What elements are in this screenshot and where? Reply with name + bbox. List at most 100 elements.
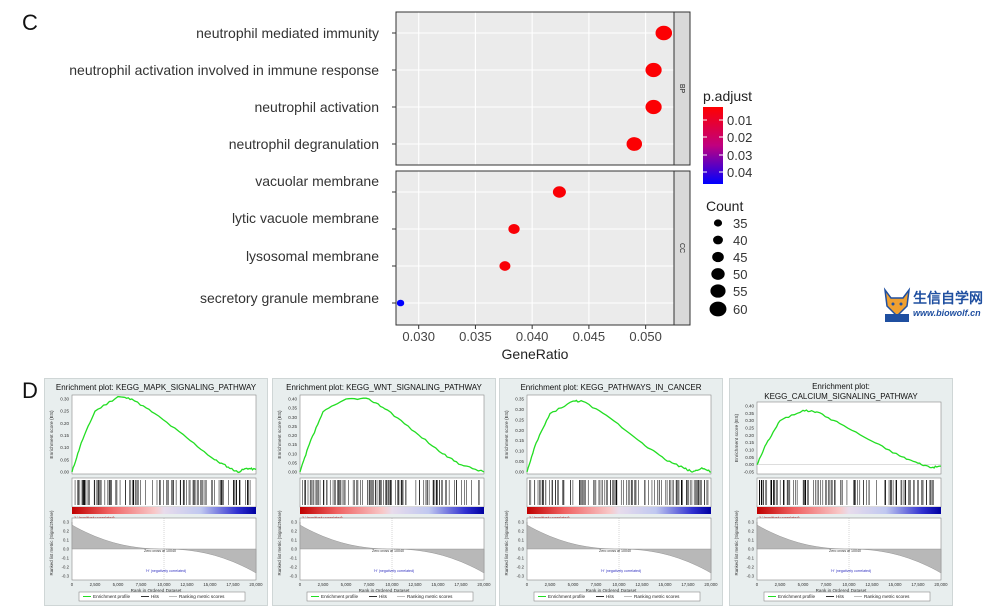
es-tick-label: 0.20	[515, 428, 524, 433]
size-legend-label: 60	[733, 302, 747, 317]
rank-x-tick-label: 2,500	[545, 582, 556, 587]
es-tick-label: 0.30	[515, 407, 524, 412]
es-tick-label: 0.15	[60, 433, 69, 438]
rank-x-tick-label: 20,000	[934, 582, 948, 587]
es-curve	[299, 397, 485, 473]
rank-x-tick-label: 17,500	[681, 582, 695, 587]
es-tick-label: 0.20	[745, 433, 754, 438]
es-tick-label: 0.00	[515, 470, 524, 475]
es-tick-label: 0.10	[60, 445, 69, 450]
rank-tick-label: 0.1	[291, 538, 298, 543]
legend-rank-label: Ranking metric scores	[407, 594, 453, 599]
rank-tick-label: 0.2	[518, 529, 525, 534]
neg-correlated-label: 'H' (negatively correlated)	[831, 569, 872, 573]
rank-tick-label: 0.0	[63, 547, 70, 552]
neg-correlated-label: 'H' (negatively correlated)	[601, 569, 642, 573]
es-curve	[526, 399, 712, 473]
rank-x-tick-label: 5,000	[113, 582, 124, 587]
gsea-plot-cancer: Enrichment plot: KEGG_PATHWAYS_IN_CANCER…	[499, 378, 723, 606]
legend-es-label: Enrichment profile	[93, 594, 130, 599]
rank-tick-label: 0.0	[291, 547, 298, 552]
rank-axis-label: Ranked list metric (Signal2Noise)	[734, 510, 739, 575]
es-tick-label: 0.15	[745, 440, 754, 445]
panel-label-c: C	[22, 10, 38, 35]
rank-x-tick-label: 17,500	[454, 582, 468, 587]
rank-axis-label: Ranked list metric (Signal2Noise)	[277, 510, 282, 575]
es-panel	[756, 401, 942, 475]
term-label: lysosomal membrane	[246, 248, 379, 264]
legend-hits-label: Hits	[151, 594, 160, 599]
rank-metric-area	[756, 522, 942, 574]
size-legend-label: 45	[733, 250, 747, 265]
es-tick-label: 0.35	[745, 411, 754, 416]
es-tick-label: -0.05	[744, 470, 755, 475]
x-tick-label: 0.035	[459, 329, 492, 344]
rank-tick-label: -0.3	[290, 574, 298, 579]
legend-es-label: Enrichment profile	[548, 594, 585, 599]
size-legend-label: 35	[733, 216, 747, 231]
rank-x-tick-label: 7,500	[821, 582, 832, 587]
es-axis-label: Enrichment score (ES)	[734, 413, 740, 462]
rank-tick-label: -0.1	[290, 556, 298, 561]
es-tick-label: 0.05	[60, 457, 69, 462]
term-label: neutrophil degranulation	[229, 136, 379, 152]
rank-x-tick-label: 5,000	[568, 582, 579, 587]
legend-es-label: Enrichment profile	[778, 594, 815, 599]
size-legend-dot	[711, 268, 725, 280]
rank-tick-label: 0.2	[748, 529, 755, 534]
gsea-plot-mapk: Enrichment plot: KEGG_MAPK_SIGNALING_PAT…	[44, 378, 268, 606]
term-label: vacuolar membrane	[255, 173, 379, 189]
facet-label-cc: CC	[678, 243, 685, 253]
legend-rank-label: Ranking metric scores	[179, 594, 225, 599]
dot	[655, 25, 673, 41]
size-legend-label: 55	[733, 284, 747, 299]
x-tick-label: 0.040	[516, 329, 549, 344]
gsea-legend-box	[78, 591, 246, 602]
rank-tick-label: 0.0	[518, 547, 525, 552]
gsea-legend-box	[763, 591, 931, 602]
es-tick-label: 0.05	[745, 455, 754, 460]
legend-rank-label: Ranking metric scores	[634, 594, 680, 599]
dot	[626, 137, 643, 151]
go-dotplot: BP neutrophil mediated immunity neutrophil…	[69, 11, 752, 362]
dot	[552, 186, 566, 198]
x-tick-label: 0.030	[402, 329, 435, 344]
gsea-title-line: KEGG_CALCIUM_SIGNALING_PATHWAY	[764, 392, 918, 401]
legend-es-label: Enrichment profile	[321, 594, 358, 599]
facet-panel-bp	[396, 12, 674, 165]
es-tick-label: 0.35	[515, 397, 524, 402]
neg-correlated-label: 'H' (negatively correlated)	[146, 569, 187, 573]
gsea-title-line: Enrichment plot:	[812, 382, 870, 391]
rank-heatbar	[300, 507, 484, 514]
es-curve	[71, 395, 257, 474]
rank-tick-label: 0.2	[291, 529, 298, 534]
legend-hits-label: Hits	[379, 594, 388, 599]
gsea-plot-wnt: Enrichment plot: KEGG_WNT_SIGNALING_PATH…	[272, 378, 496, 606]
rank-x-tick-label: 10,000	[157, 582, 171, 587]
size-legend-dot	[710, 284, 726, 298]
rank-tick-label: 0.3	[518, 520, 525, 525]
logo-url: www.biowolf.cn	[913, 308, 981, 318]
color-legend-label: 0.02	[727, 130, 752, 145]
rank-x-tick-label: 15,000	[658, 582, 672, 587]
x-axis-label: GeneRatio	[502, 346, 569, 362]
dot	[645, 62, 662, 78]
facet-strip	[673, 170, 691, 326]
gsea-title: Enrichment plot: KEGG_WNT_SIGNALING_PATH…	[286, 383, 482, 392]
facet-label-bp: BP	[678, 84, 685, 94]
rank-tick-label: -0.2	[290, 565, 298, 570]
dot	[508, 224, 520, 234]
rank-x-tick-label: 15,000	[888, 582, 902, 587]
rank-x-tick-label: 2,500	[90, 582, 101, 587]
x-tick-label: 0.050	[629, 329, 662, 344]
rank-metric-area	[71, 522, 257, 574]
zero-cross-label: Zero cross at 10040	[829, 549, 861, 553]
rank-tick-label: -0.1	[62, 556, 70, 561]
panel-label-d: D	[22, 378, 38, 403]
es-axis-label: Enrichment score (ES)	[504, 410, 510, 459]
zero-cross-label: Zero cross at 10040	[599, 549, 631, 553]
rank-x-tick-label: 12,500	[408, 582, 422, 587]
zero-cross-label: Zero cross at 10040	[144, 549, 176, 553]
dot	[396, 299, 405, 307]
gsea-legend-box	[533, 591, 701, 602]
